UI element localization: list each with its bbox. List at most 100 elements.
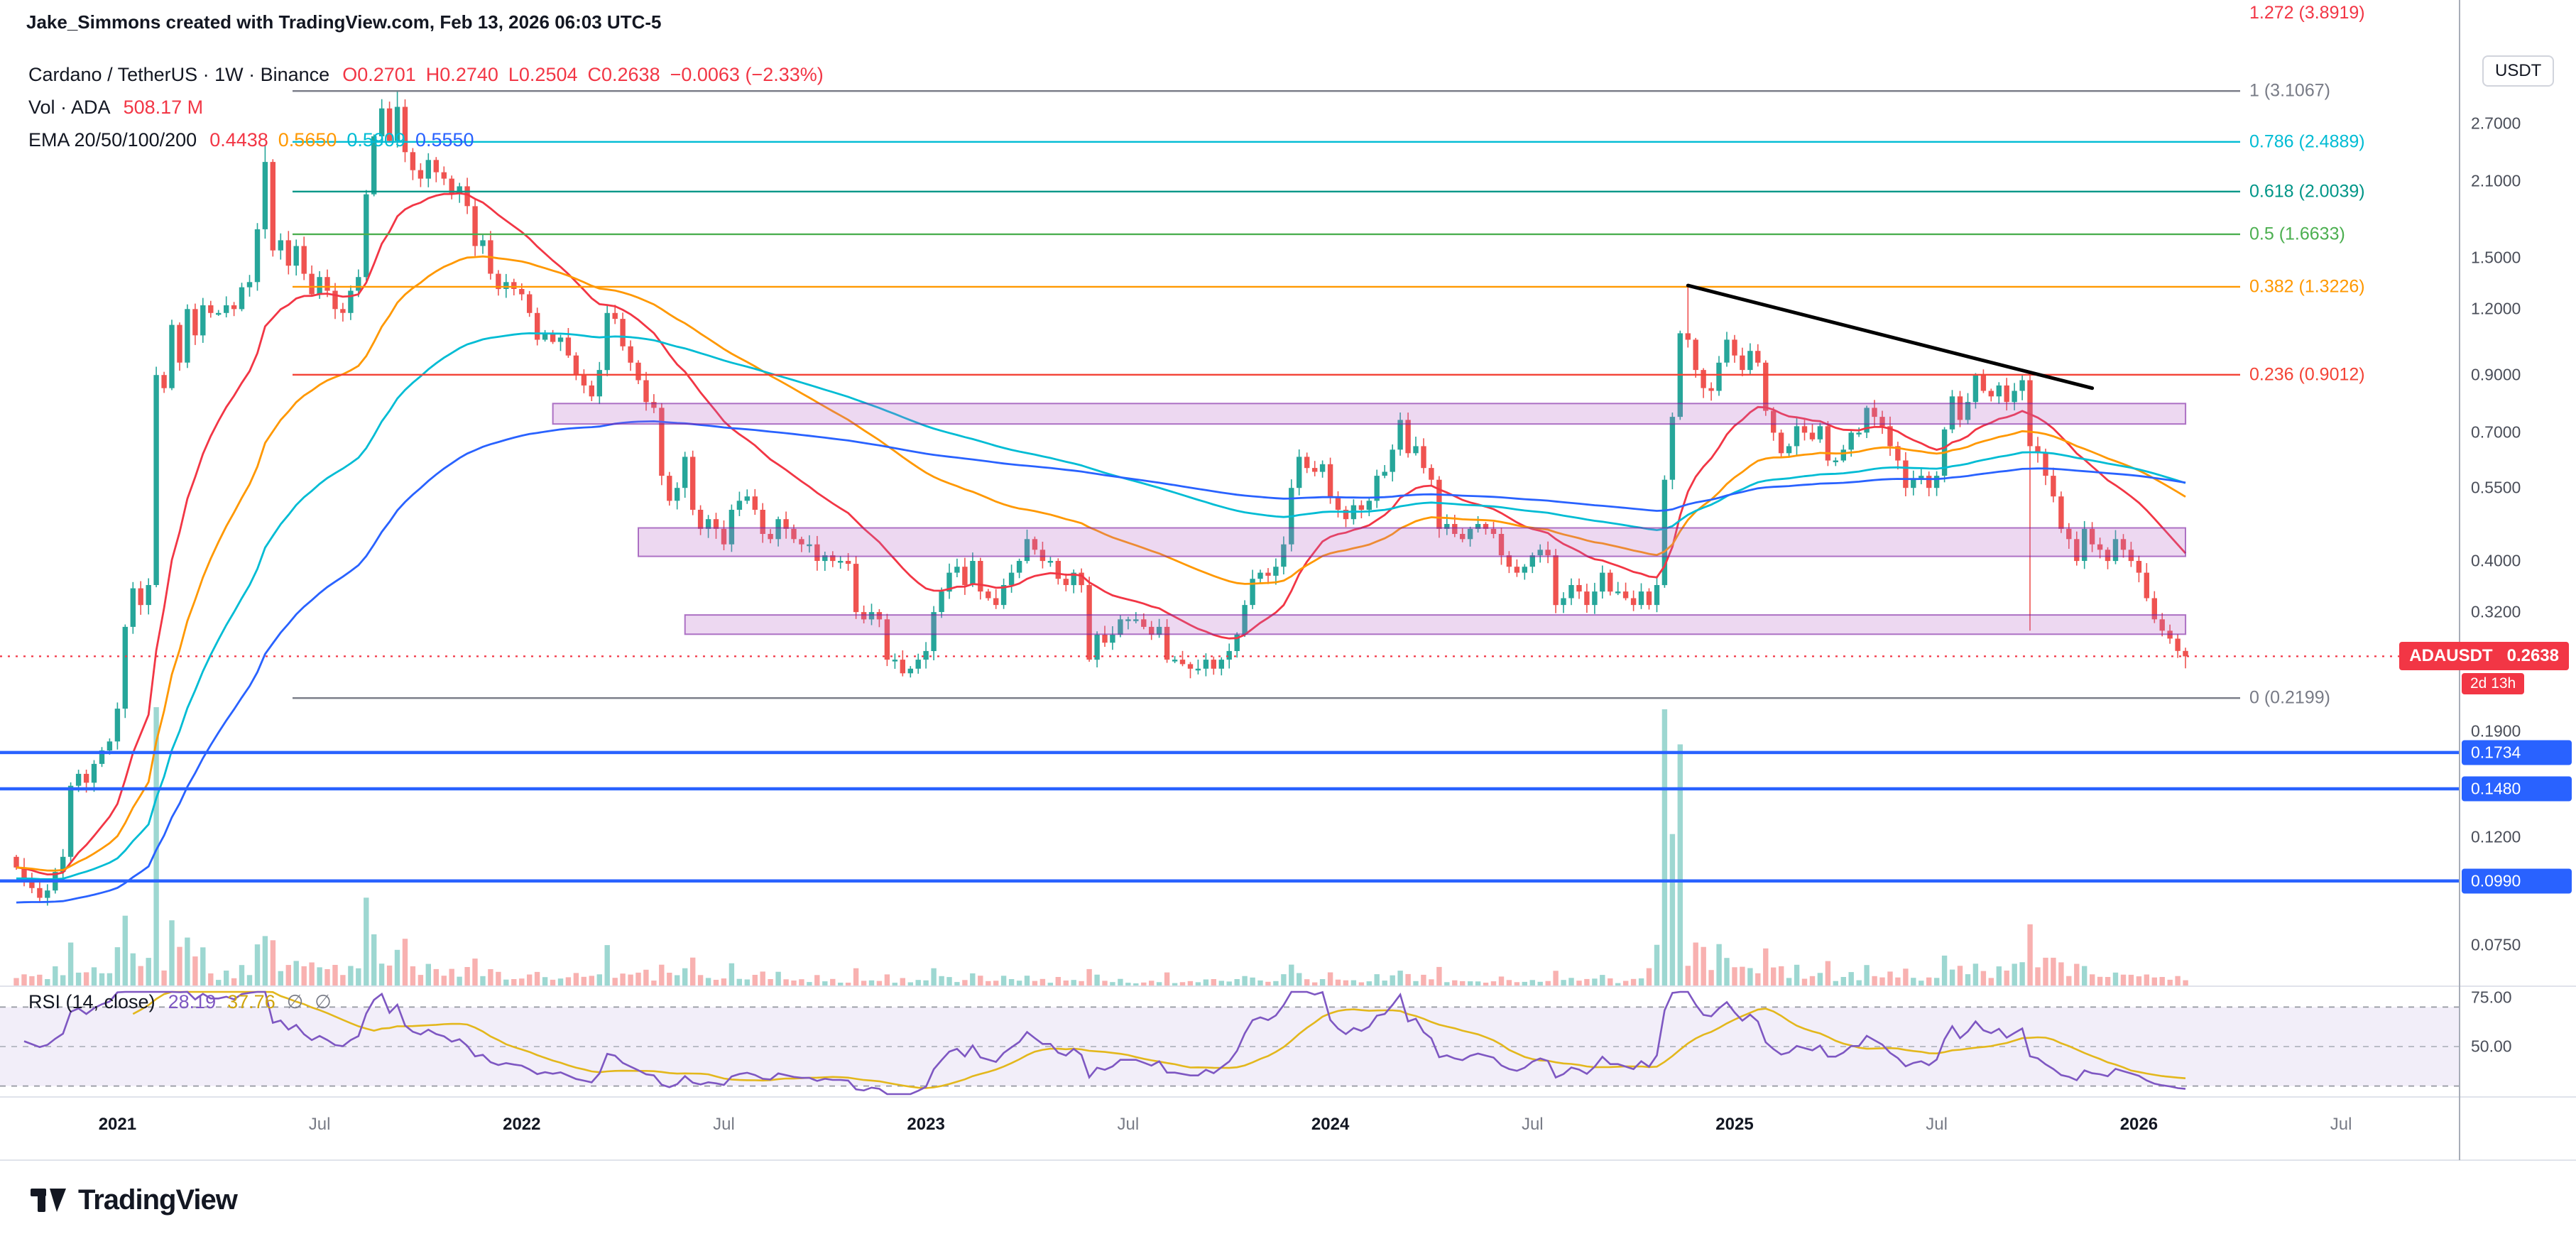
candle-body <box>923 650 929 660</box>
volume-bar <box>1693 942 1698 985</box>
price-axis[interactable]: USDT 2.7000 2.1000 1.5000 1.2000 0.9000 0.700… <box>2460 0 2576 1160</box>
volume-bar <box>1498 976 1505 985</box>
volume-bar <box>200 947 206 985</box>
volume-bar <box>675 975 680 985</box>
candle-body <box>721 528 727 545</box>
tradingview-logo[interactable]: TradingView <box>28 1180 238 1220</box>
candle-body <box>37 888 43 898</box>
candle-body <box>1895 446 1901 461</box>
volume-bar <box>293 961 299 985</box>
candle-body <box>1413 446 1419 454</box>
ema-200-line <box>16 420 2186 904</box>
time-axis[interactable]: 2021 Jul 2022 Jul 2023 Jul 2024 Jul 2025 Jul 2026 J… <box>0 1098 2460 1160</box>
volume-bar <box>1304 979 1310 985</box>
volume-bar <box>371 934 377 985</box>
time-tick-label: 2022 <box>503 1115 541 1134</box>
candle-body <box>1032 539 1038 550</box>
volume-bar <box>1211 979 1216 985</box>
candle-body <box>1848 432 1854 450</box>
volume-bar <box>596 974 602 985</box>
volume-bar <box>1568 978 1574 985</box>
candle-body <box>1397 420 1403 450</box>
candle-body <box>1646 591 1652 606</box>
ohlc-close: C0.2638 <box>587 63 660 85</box>
candle-body <box>581 375 587 386</box>
volume-bar <box>2183 980 2188 985</box>
volume-bar <box>231 978 237 985</box>
candle-body <box>1141 619 1147 627</box>
candle-body <box>2019 380 2025 391</box>
time-tick-label: 2026 <box>2119 1115 2159 1134</box>
price-tick-label: 2.1000 <box>2471 171 2521 190</box>
candle-body <box>1405 420 1411 454</box>
volume-bar <box>620 973 626 985</box>
candle-body <box>324 277 330 291</box>
volume-bar <box>1669 834 1676 985</box>
volume-bar <box>386 965 393 985</box>
price-zone[interactable] <box>684 614 2187 635</box>
volume-bar <box>45 979 50 985</box>
volume-bar <box>651 981 657 985</box>
volume-bar <box>868 980 875 985</box>
volume-bar <box>783 979 789 985</box>
volume-bar <box>1125 983 1131 985</box>
price-zone[interactable] <box>552 403 2187 425</box>
volume-bar <box>1949 969 1955 985</box>
candle-body <box>1568 585 1574 599</box>
candle-body <box>542 333 548 340</box>
candle-body <box>1708 388 1714 391</box>
volume-bar <box>496 971 501 985</box>
candle-body <box>114 709 121 742</box>
candle-body <box>986 591 991 599</box>
volume-bar <box>138 966 143 985</box>
volume-bar <box>2082 966 2087 985</box>
volume-bar <box>682 968 688 985</box>
candle-body <box>1211 660 1216 669</box>
candle-body <box>550 333 556 342</box>
volume-bar <box>1226 981 1232 985</box>
volume-bar <box>1514 982 1520 985</box>
ema-legend-row[interactable]: EMA 20/50/100/200 0.4438 0.5650 0.5909 0.55… <box>28 124 824 156</box>
symbol-legend-row[interactable]: Cardano / TetherUS · 1W · Binance O0.270… <box>28 58 824 91</box>
candle-body <box>705 519 711 529</box>
volume-bar <box>1460 981 1466 985</box>
volume-bar <box>1856 980 1862 985</box>
candle-body <box>628 346 633 363</box>
time-tick-label: Jul <box>308 1115 331 1134</box>
candle-body <box>2105 550 2111 562</box>
candle-body <box>2128 550 2134 562</box>
candle-body <box>1630 598 1637 606</box>
volume-bar <box>721 978 727 985</box>
volume-bar <box>1506 980 1512 985</box>
volume-bar <box>970 973 976 985</box>
volume-bar <box>1996 966 2002 985</box>
candle-body <box>441 172 447 179</box>
candle-body <box>1390 449 1395 472</box>
volume-bar <box>1786 978 1792 985</box>
candle-body <box>1600 572 1605 592</box>
candle-body <box>675 488 680 501</box>
candle-body <box>386 108 393 141</box>
candle-body <box>1576 585 1582 592</box>
volume-bar <box>1187 981 1194 985</box>
volume-bar <box>697 975 704 985</box>
candle-body <box>1187 664 1194 669</box>
volume-bar <box>472 959 478 985</box>
trendline[interactable] <box>1686 283 2095 391</box>
volume-bar <box>1771 967 1777 985</box>
candle-body <box>1047 561 1054 563</box>
currency-toggle[interactable]: USDT <box>2482 55 2555 87</box>
price-zone[interactable] <box>638 527 2186 557</box>
rsi-legend-row[interactable]: RSI (14, close) 28.19 37.76 ∅ ∅ <box>28 991 332 1013</box>
candle-body <box>1701 370 1706 388</box>
volume-bar <box>931 968 937 985</box>
volume-bar <box>768 979 773 985</box>
candle-body <box>768 534 773 540</box>
volume-bar <box>1366 981 1372 985</box>
volume-legend-row[interactable]: Vol · ADA 508.17 M <box>28 91 824 124</box>
fib-label: 0.786 (2.4889) <box>2249 131 2365 152</box>
volume-bar <box>177 946 182 985</box>
candle-body <box>1817 426 1823 439</box>
volume-bar <box>2175 976 2181 985</box>
